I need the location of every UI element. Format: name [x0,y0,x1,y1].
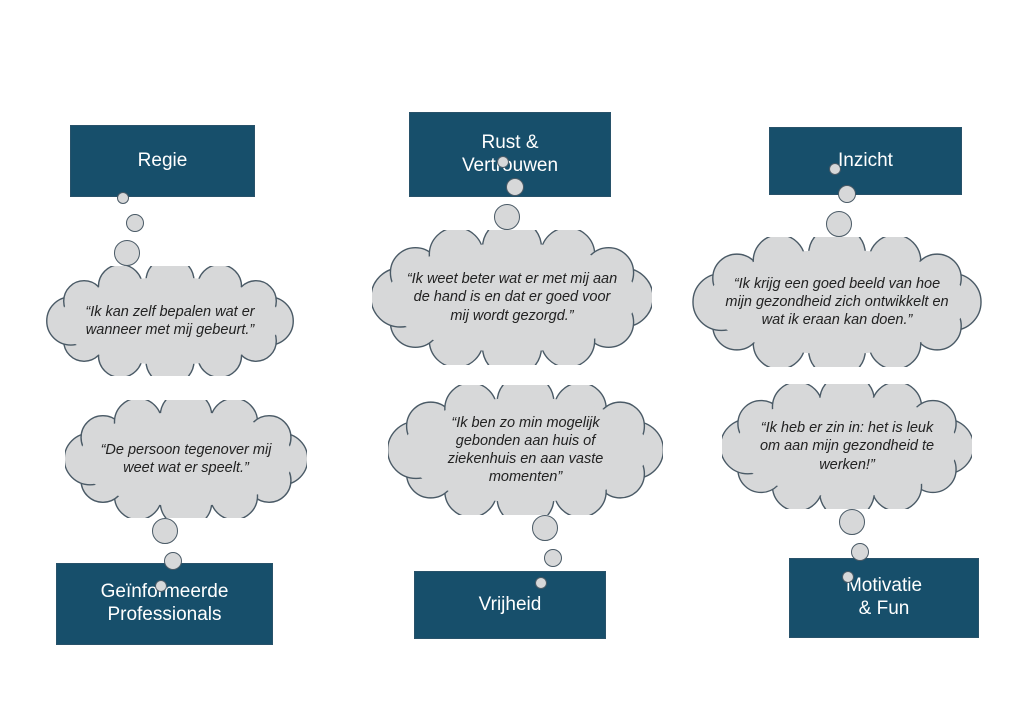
thought-trail-bubble [851,543,869,561]
thought-trail-bubble [842,571,854,583]
category-box-label: Vrijheid [479,594,542,617]
thought-trail-bubble [494,204,520,230]
thought-trail-bubble [506,178,524,196]
thought-trail-bubble [839,509,865,535]
thought-trail-bubble [829,163,841,175]
thought-trail-bubble [544,549,562,567]
thought-trail-bubble [532,515,558,541]
thought-cloud-quote: “Ik kan zelf bepalen wat er wanneer met … [45,266,295,376]
category-box-regie: Regie [70,125,255,197]
thought-cloud-c-regie: “Ik kan zelf bepalen wat er wanneer met … [45,266,295,376]
thought-cloud-c-rust: “Ik weet beter wat er met mij aan de han… [372,230,652,365]
thought-trail-bubble [535,577,547,589]
thought-cloud-quote: “Ik krijg een goed beeld van hoe mijn ge… [692,237,982,367]
thought-trail-bubble [114,240,140,266]
thought-trail-bubble [838,185,856,203]
thought-trail-bubble [497,156,509,168]
category-box-label: Regie [138,150,188,173]
thought-cloud-quote: “Ik ben zo min mogelijk gebonden aan hui… [388,385,663,515]
thought-trail-bubble [117,192,129,204]
category-box-label: Rust & Vertrouwen [462,132,558,178]
thought-cloud-c-inzicht: “Ik krijg een goed beeld van hoe mijn ge… [692,237,982,367]
thought-cloud-quote: “Ik heb er zin in: het is leuk om aan mi… [722,384,972,509]
thought-trail-bubble [152,518,178,544]
category-box-prof: Geïnformeerde Professionals [56,563,273,645]
thought-trail-bubble [126,214,144,232]
thought-trail-bubble [155,580,167,592]
thought-cloud-c-prof: “De persoon tegenover mij weet wat er sp… [65,400,307,518]
category-box-label: Motivatie & Fun [846,575,922,621]
category-box-vrijheid: Vrijheid [414,571,606,639]
category-box-motivatie: Motivatie & Fun [789,558,979,638]
thought-cloud-c-vrij: “Ik ben zo min mogelijk gebonden aan hui… [388,385,663,515]
category-box-inzicht: Inzicht [769,127,962,195]
thought-trail-bubble [164,552,182,570]
category-box-label: Inzicht [838,150,893,173]
thought-cloud-quote: “Ik weet beter wat er met mij aan de han… [372,230,652,365]
thought-cloud-quote: “De persoon tegenover mij weet wat er sp… [65,400,307,518]
thought-cloud-c-mot: “Ik heb er zin in: het is leuk om aan mi… [722,384,972,509]
thought-trail-bubble [826,211,852,237]
